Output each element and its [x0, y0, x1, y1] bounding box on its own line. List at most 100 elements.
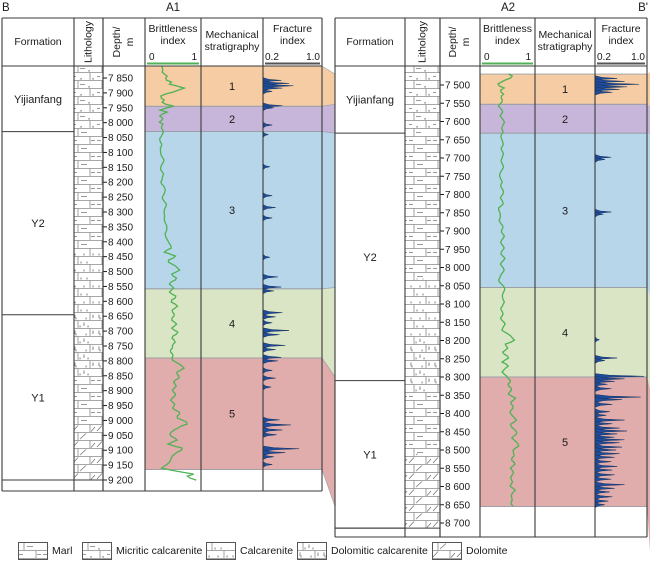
column-header-depth: Depth/ — [111, 26, 123, 57]
column-header-lithology: Lithology — [417, 20, 429, 63]
lithology-band-calcarenite — [405, 278, 440, 339]
lithology-band-marl — [405, 391, 440, 454]
brittleness-scale-min: 0 — [149, 52, 155, 63]
depth-tick-label: 8 200 — [108, 178, 133, 189]
section-label-b-prime: B' — [638, 2, 648, 14]
column-header-formation: Formation — [346, 36, 393, 48]
depth-tick-label: 8 000 — [108, 118, 133, 129]
fracture-scale-max: 1.0 — [306, 52, 320, 63]
depth-tick-label: 7 850 — [108, 74, 133, 85]
column-header-formation: Formation — [14, 36, 61, 48]
depth-tick-label: 9 000 — [108, 416, 133, 427]
dolomitic-calcarenite-pattern-swatch — [297, 542, 327, 560]
depth-tick-label: 8 550 — [108, 282, 133, 293]
lithology-band-micritic_calcarenite — [74, 66, 103, 132]
depth-tick-label: 8 750 — [108, 342, 133, 353]
mechanical-zone-band-1 — [145, 66, 322, 107]
mechanical-unit-number: 1 — [229, 81, 235, 93]
depth-tick-label: 8 900 — [108, 386, 133, 397]
column-header-mechanical: stratigraphy — [205, 41, 261, 53]
depth-tick-label: 8 150 — [108, 163, 133, 174]
legend-item-dolomite: Dolomite — [432, 541, 507, 561]
edge-connector-zone-2 — [647, 104, 650, 135]
lithology-band-calcarenite — [74, 247, 103, 315]
legend-item-dolomitic-calcarenite: Dolomitic calcarenite — [297, 541, 428, 561]
mechanical-zone-band-4 — [145, 288, 322, 358]
depth-tick-label: 8 250 — [445, 354, 470, 365]
mechanical-zone-band-3 — [145, 131, 322, 289]
depth-tick-label: 8 650 — [445, 500, 470, 511]
depth-tick-label: 8 400 — [445, 409, 470, 420]
depth-tick-label: 8 050 — [108, 133, 133, 144]
depth-tick-label: 8 100 — [445, 300, 470, 311]
formation-label-y2: Y2 — [31, 218, 44, 230]
section-label-b: B — [2, 2, 10, 14]
depth-tick-label: 8 000 — [445, 263, 470, 274]
correlation-connector-zone-2 — [321, 103, 336, 134]
depth-tick-label: 8 450 — [108, 252, 133, 263]
depth-tick-label: 7 900 — [108, 88, 133, 99]
depth-tick-label: 7 500 — [445, 81, 470, 92]
micritic-calcarenite-pattern-swatch — [82, 542, 112, 560]
depth-tick-label: 9 050 — [108, 431, 133, 442]
mechanical-unit-number: 4 — [562, 327, 568, 339]
legend-item-micritic-calcarenite: Micritic calcarenite — [82, 541, 202, 561]
mechanical-zone-band-5 — [145, 357, 322, 470]
depth-tick-label: 8 450 — [445, 427, 470, 438]
mechanical-unit-number: 2 — [562, 114, 568, 126]
formation-label-y1: Y1 — [31, 392, 44, 404]
marl-pattern-swatch — [18, 542, 48, 560]
legend-label: Micritic calcarenite — [116, 545, 203, 557]
column-header-depth: Depth/ — [447, 26, 459, 57]
column-header-brittleness: Brittleness — [483, 23, 532, 35]
depth-tick-label: 8 700 — [108, 327, 133, 338]
lithology-band-marl — [74, 377, 103, 424]
edge-connector-zone-3 — [647, 133, 650, 296]
depth-tick-label: 8 650 — [108, 312, 133, 323]
edge-connector-zone-4 — [647, 287, 650, 388]
column-header-fracture: Fracture — [601, 23, 640, 35]
depth-tick-label: 7 650 — [445, 135, 470, 146]
depth-tick-label: 8 700 — [445, 519, 470, 530]
depth-tick-label: 8 200 — [445, 336, 470, 347]
depth-tick-label: 7 850 — [445, 208, 470, 219]
brittleness-scale-max: 1 — [525, 52, 531, 63]
column-header-lithology: Lithology — [83, 20, 95, 63]
edge-connector-zone-5 — [647, 377, 650, 552]
dolomite-pattern-swatch — [432, 542, 462, 560]
fracture-scale-min: 0.2 — [597, 52, 611, 63]
column-header-mechanical: stratigraphy — [538, 41, 594, 53]
mechanical-zone-band-3 — [480, 133, 647, 288]
well-panel-a2: 1 2 3 4 5 Yijianfang Y2 Y1 7 500 7 550 7 600 7 650 7… — [334, 17, 648, 538]
formation-label-yijianfang: Yijianfang — [14, 94, 62, 106]
column-header-brittleness: index — [495, 35, 521, 47]
depth-tick-label: 7 700 — [445, 154, 470, 165]
brittleness-scale-min: 0 — [484, 52, 490, 63]
well-label-a2: A2 — [500, 2, 516, 14]
depth-tick-label: 7 750 — [445, 172, 470, 183]
legend-label: Calcarenite — [240, 545, 294, 557]
depth-tick-label: 8 950 — [108, 401, 133, 412]
depth-tick-label: 7 900 — [445, 227, 470, 238]
lithology-band-micritic_calcarenite — [405, 66, 440, 134]
column-header-depth-unit: m — [460, 37, 472, 46]
well-panel-a1: 1 2 3 4 5 Yijianfang Y2 Y1 7 850 7 900 7 950 8 000 8… — [1, 17, 323, 492]
correlation-connector-zone-5 — [321, 356, 336, 507]
column-header-fracture: index — [280, 35, 306, 47]
depth-tick-label: 8 500 — [108, 267, 133, 278]
depth-tick-label: 8 300 — [445, 373, 470, 384]
depth-tick-label: 7 600 — [445, 117, 470, 128]
depth-tick-label: 8 250 — [108, 193, 133, 204]
depth-tick-label: 8 050 — [445, 281, 470, 292]
column-header-fracture: index — [608, 35, 634, 47]
depth-tick-label: 8 500 — [445, 446, 470, 457]
fracture-scale-max: 1.0 — [631, 52, 645, 63]
mechanical-unit-number: 5 — [229, 409, 235, 421]
column-header-depth-unit: m — [124, 37, 136, 46]
lithology-band-marl — [405, 133, 440, 279]
legend-label: Dolomite — [466, 545, 508, 557]
calcarenite-pattern-swatch — [206, 542, 236, 560]
formation-label-y1: Y1 — [363, 449, 376, 461]
mechanical-unit-number: 5 — [562, 437, 568, 449]
